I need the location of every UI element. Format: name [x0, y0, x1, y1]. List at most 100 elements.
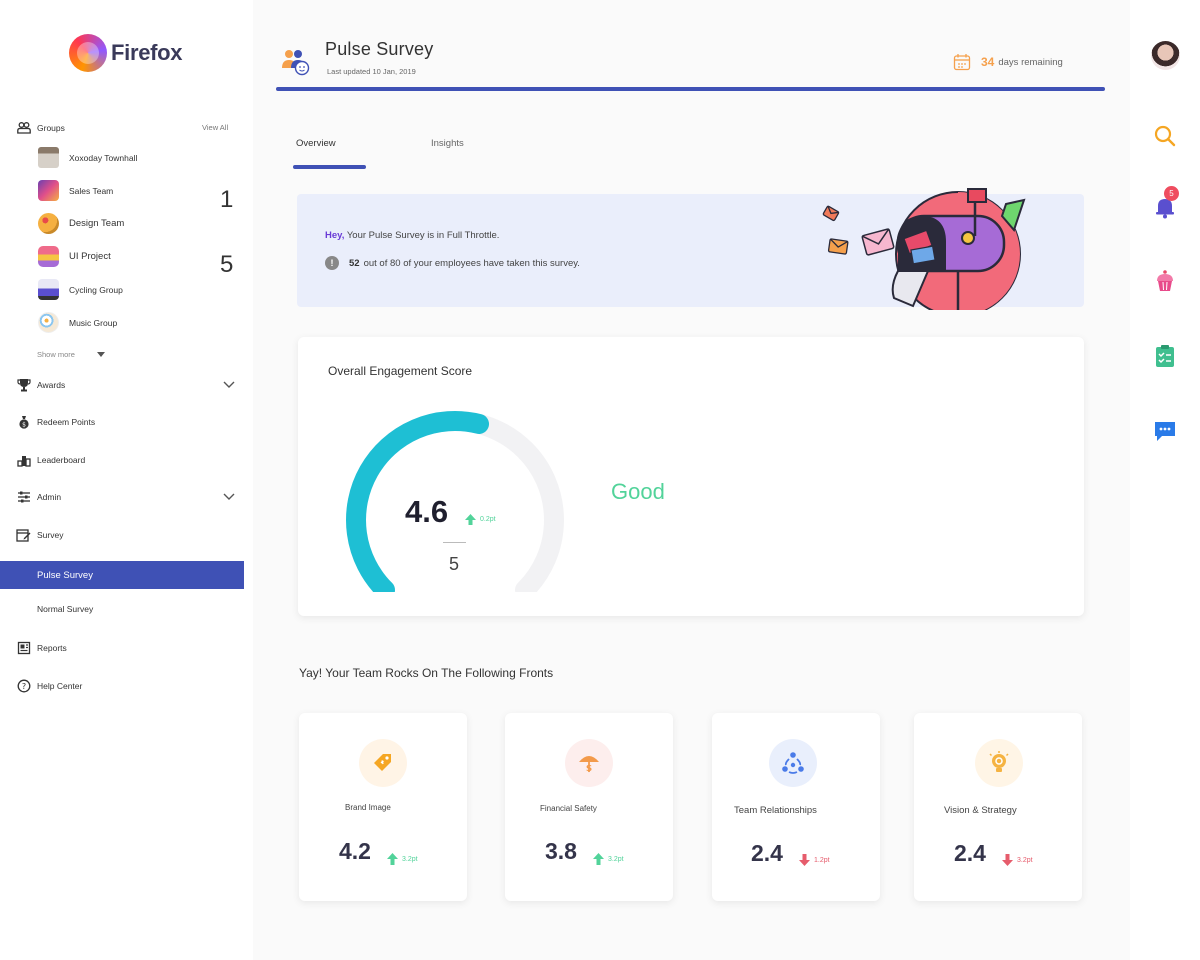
- show-more-button[interactable]: Show more: [37, 350, 105, 359]
- sidebar-item-admin[interactable]: Admin: [16, 489, 61, 504]
- svg-text:$: $: [586, 764, 592, 774]
- firefox-logo[interactable]: Firefox: [69, 34, 183, 72]
- engagement-score: 4.6: [405, 494, 449, 529]
- chevron-down-icon[interactable]: [222, 377, 236, 391]
- group-item-music-group[interactable]: Music Group: [38, 312, 117, 333]
- notification-badge: 5: [1164, 186, 1179, 201]
- sidebar-item-leaderboard[interactable]: Leaderboard: [16, 452, 85, 467]
- cupcake-icon[interactable]: [1153, 269, 1177, 293]
- gauge-fill: [346, 411, 490, 592]
- sidebar-item-label: Survey: [37, 529, 64, 540]
- tab-insights[interactable]: Insights: [431, 138, 464, 149]
- info-icon: !: [325, 256, 339, 270]
- arrow-up-icon: [387, 853, 398, 865]
- sidebar-item-reports[interactable]: Reports: [16, 640, 67, 655]
- brand-name: Firefox: [111, 40, 183, 65]
- sidebar-item-groups[interactable]: Groups: [16, 120, 65, 135]
- svg-text:?: ?: [21, 682, 25, 691]
- sidebar-item-label: Redeem Points: [37, 416, 96, 427]
- sidebar-item-label: Reports: [37, 642, 67, 653]
- group-count: 1: [220, 186, 234, 213]
- right-rail: [1130, 0, 1200, 960]
- metric-label: Financial Safety: [540, 804, 597, 813]
- group-item-ui-project[interactable]: UI Project: [38, 246, 111, 267]
- metric-delta-value: 3.2pt: [1017, 856, 1033, 864]
- palette-icon: [38, 213, 59, 234]
- avatar[interactable]: [1151, 41, 1180, 70]
- sidebar-item-normal-survey[interactable]: Normal Survey: [37, 604, 94, 614]
- banner-participation: ! 52 out of 80 of your employees have ta…: [325, 256, 580, 270]
- last-updated: Last updated 10 Jan, 2019: [327, 67, 416, 76]
- metric-delta: 3.2pt: [1001, 853, 1033, 867]
- group-label: UI Project: [69, 251, 111, 262]
- clipboard-icon[interactable]: [1153, 344, 1177, 368]
- group-label: Cycling Group: [69, 284, 123, 295]
- groups-icon: [16, 120, 31, 135]
- sidebar-item-help-center[interactable]: ? Help Center: [16, 678, 82, 693]
- chat-icon[interactable]: [1153, 419, 1177, 443]
- banner-greeting: Hey,: [325, 230, 345, 241]
- fronts-title: Yay! Your Team Rocks On The Following Fr…: [299, 666, 554, 680]
- group-label: Xoxoday Townhall: [69, 152, 138, 163]
- banner-headline: Hey, Your Pulse Survey is in Full Thrott…: [325, 230, 499, 241]
- engagement-title: Overall Engagement Score: [328, 364, 473, 378]
- sidebar-item-survey[interactable]: Survey: [16, 527, 63, 542]
- sidebar-item-label: Awards: [37, 379, 66, 390]
- group-item-design-team[interactable]: Design Team: [38, 213, 124, 234]
- participant-count: 52: [349, 257, 360, 269]
- sidebar-item-awards[interactable]: Awards: [16, 377, 65, 392]
- metric-label: Team Relationships: [734, 805, 817, 816]
- reports-icon: [16, 640, 31, 655]
- sidebar-item-label: Admin: [37, 491, 62, 502]
- engagement-delta-value: 0.2pt: [480, 516, 496, 523]
- money-bag-icon: $: [16, 414, 31, 429]
- metric-value: 4.2: [339, 838, 371, 864]
- group-item-xoxoday-townhall[interactable]: Xoxoday Townhall: [38, 147, 137, 168]
- metric-value: 2.4: [954, 840, 986, 866]
- help-circle-icon: ?: [16, 678, 31, 693]
- caret-down-icon: [96, 352, 105, 357]
- metric-label: Vision & Strategy: [944, 805, 1017, 816]
- tab-overview[interactable]: Overview: [296, 138, 336, 149]
- tag-icon: [359, 739, 407, 787]
- view-all-link[interactable]: View All: [202, 123, 229, 132]
- sidebar-item-label: Leaderboard: [37, 454, 86, 465]
- metric-value: 2.4: [751, 840, 783, 866]
- mailbox-illustration: [822, 188, 1026, 310]
- survey-people-icon: [282, 50, 310, 76]
- active-tab-indicator: [293, 165, 366, 169]
- group-item-sales-team[interactable]: Sales Team: [38, 180, 113, 201]
- trophy-icon: [16, 377, 31, 392]
- show-more-label: Show more: [37, 350, 75, 359]
- arrow-up-icon: [465, 514, 476, 525]
- chevron-down-icon[interactable]: [222, 489, 236, 503]
- engagement-max: 5: [449, 554, 460, 574]
- days-remaining-count: 34: [981, 55, 995, 69]
- search-icon[interactable]: [1153, 124, 1177, 148]
- sidebar-item-label: Help Center: [37, 680, 83, 691]
- bell-icon[interactable]: [1153, 195, 1177, 219]
- engagement-rating: Good: [611, 479, 665, 504]
- sidebar-item-redeem-points[interactable]: $ Redeem Points: [16, 414, 95, 429]
- days-remaining: 34 days remaining: [953, 53, 1063, 71]
- sidebar-item-label: Groups: [37, 122, 65, 133]
- calendar-icon: [953, 54, 971, 71]
- sidebar-item-pulse-survey[interactable]: Pulse Survey: [0, 561, 244, 589]
- firefox-logo-icon: [69, 34, 107, 72]
- engagement-gauge: [346, 411, 564, 592]
- group-item-cycling-group[interactable]: Cycling Group: [38, 279, 123, 300]
- metric-delta: 3.2pt: [386, 852, 418, 866]
- group-count: 5: [220, 251, 234, 278]
- umbrella-dollar-icon: $: [565, 739, 613, 787]
- engagement-score-card: [298, 337, 1084, 616]
- participation-text: out of 80 of your employees have taken t…: [363, 257, 580, 269]
- metric-value: 3.8: [545, 838, 577, 864]
- music-group-icon: [38, 312, 59, 333]
- engagement-delta: 0.2pt: [464, 513, 496, 526]
- metric-label: Brand Image: [345, 803, 391, 812]
- sliders-icon: [16, 489, 31, 504]
- metric-delta-value: 3.2pt: [402, 855, 418, 863]
- cycling-group-icon: [38, 279, 59, 300]
- metric-delta: 3.2pt: [592, 852, 624, 866]
- arrow-down-icon: [799, 854, 810, 866]
